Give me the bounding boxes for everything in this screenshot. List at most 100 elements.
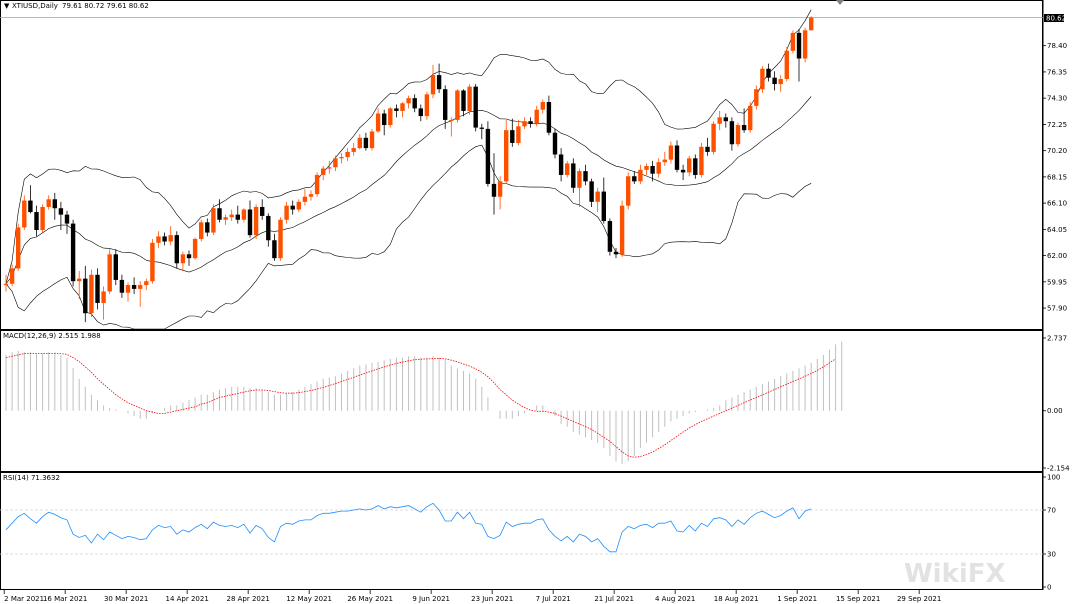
candle <box>424 91 430 120</box>
candle-body <box>754 89 759 106</box>
candle <box>101 286 106 320</box>
candle <box>680 164 686 181</box>
candle <box>644 163 649 175</box>
price-series <box>0 9 1043 330</box>
candle-body <box>717 117 722 124</box>
candle-body <box>174 235 179 264</box>
candle <box>601 177 606 224</box>
price-tick-label: 72.25 <box>1047 121 1067 129</box>
price-tick-label: 62.00 <box>1047 252 1067 260</box>
date-tick-label: 23 Jun 2021 <box>471 595 513 603</box>
candle <box>418 104 423 122</box>
candle-body <box>46 199 51 207</box>
candle-body <box>766 68 771 78</box>
candle-body <box>687 158 692 173</box>
date-tick-label: 26 May 2021 <box>347 595 393 603</box>
candle <box>144 278 149 291</box>
candle-body <box>52 199 57 209</box>
candle-body <box>192 238 198 259</box>
candle <box>802 27 808 63</box>
symbol-label: XTIUSD,Daily <box>12 2 58 10</box>
candle <box>491 153 497 215</box>
symbol-menu-icon[interactable]: ▼ <box>4 2 10 10</box>
candle <box>113 249 118 286</box>
candle <box>772 71 777 91</box>
candle <box>662 151 667 166</box>
date-tick-label: 16 Mar 2021 <box>43 595 87 603</box>
candle-body <box>412 98 417 109</box>
candle-body <box>40 206 45 230</box>
candle-body <box>436 75 442 90</box>
candle <box>260 199 265 220</box>
candle <box>571 158 576 193</box>
candle-body <box>424 94 430 117</box>
price-tick-label: 70.20 <box>1047 147 1067 155</box>
candle <box>22 195 27 230</box>
candle-body <box>595 191 600 202</box>
candle <box>351 142 356 156</box>
candle <box>406 95 411 109</box>
candle <box>339 153 344 164</box>
candle <box>449 117 454 137</box>
candle <box>540 99 545 114</box>
candle <box>589 178 594 207</box>
bollinger-lower-line <box>5 144 812 330</box>
candle-body <box>601 191 606 222</box>
candle <box>729 117 735 151</box>
candle <box>479 123 484 140</box>
date-tick-label: 1 Sep 2021 <box>777 595 817 603</box>
candle <box>119 274 125 298</box>
candle-body <box>778 78 783 85</box>
candle <box>693 154 698 179</box>
candle <box>504 119 509 184</box>
candle-body <box>28 200 33 213</box>
candle-body <box>644 166 649 170</box>
candle-body <box>668 145 674 160</box>
macd-tick-label: 2.737 <box>1047 335 1067 343</box>
candle-body <box>479 127 484 129</box>
macd-series <box>5 341 843 464</box>
candle <box>180 251 186 271</box>
candle <box>211 204 216 236</box>
candle <box>58 201 64 230</box>
candle <box>455 89 460 123</box>
candle <box>278 217 283 261</box>
candle <box>229 209 234 222</box>
candle-body <box>284 205 289 220</box>
candle <box>760 66 765 94</box>
candle <box>107 249 112 294</box>
candle <box>174 231 179 269</box>
candle-body <box>211 208 216 233</box>
candle <box>699 142 704 178</box>
candle-body <box>186 254 192 259</box>
candle-body <box>430 75 436 95</box>
candle <box>28 185 33 214</box>
candle <box>64 210 70 234</box>
candle <box>302 189 308 206</box>
date-tick-label: 18 Aug 2021 <box>714 595 759 603</box>
date-tick-label: 4 Aug 2021 <box>655 595 695 603</box>
candle-body <box>388 108 393 126</box>
candle-body <box>656 162 661 174</box>
candle-body <box>748 105 753 131</box>
candle-body <box>528 121 533 124</box>
candle-body <box>534 109 539 124</box>
candle-body <box>272 240 277 259</box>
candle <box>3 274 9 292</box>
candle <box>528 117 533 128</box>
candle-body <box>95 274 100 303</box>
shift-marker-icon[interactable] <box>836 0 844 5</box>
candle-body <box>558 154 564 175</box>
candle <box>516 119 521 146</box>
candle <box>668 141 674 164</box>
candle-body <box>156 236 161 243</box>
candle-body <box>760 68 765 90</box>
date-tick-label: 28 Apr 2021 <box>227 595 270 603</box>
candle <box>723 113 728 128</box>
candle-body <box>443 89 448 120</box>
candle-body <box>369 131 375 149</box>
candle-body <box>394 108 399 111</box>
candle-body <box>9 268 15 284</box>
candle-body <box>485 128 491 184</box>
candle-body <box>741 125 747 131</box>
